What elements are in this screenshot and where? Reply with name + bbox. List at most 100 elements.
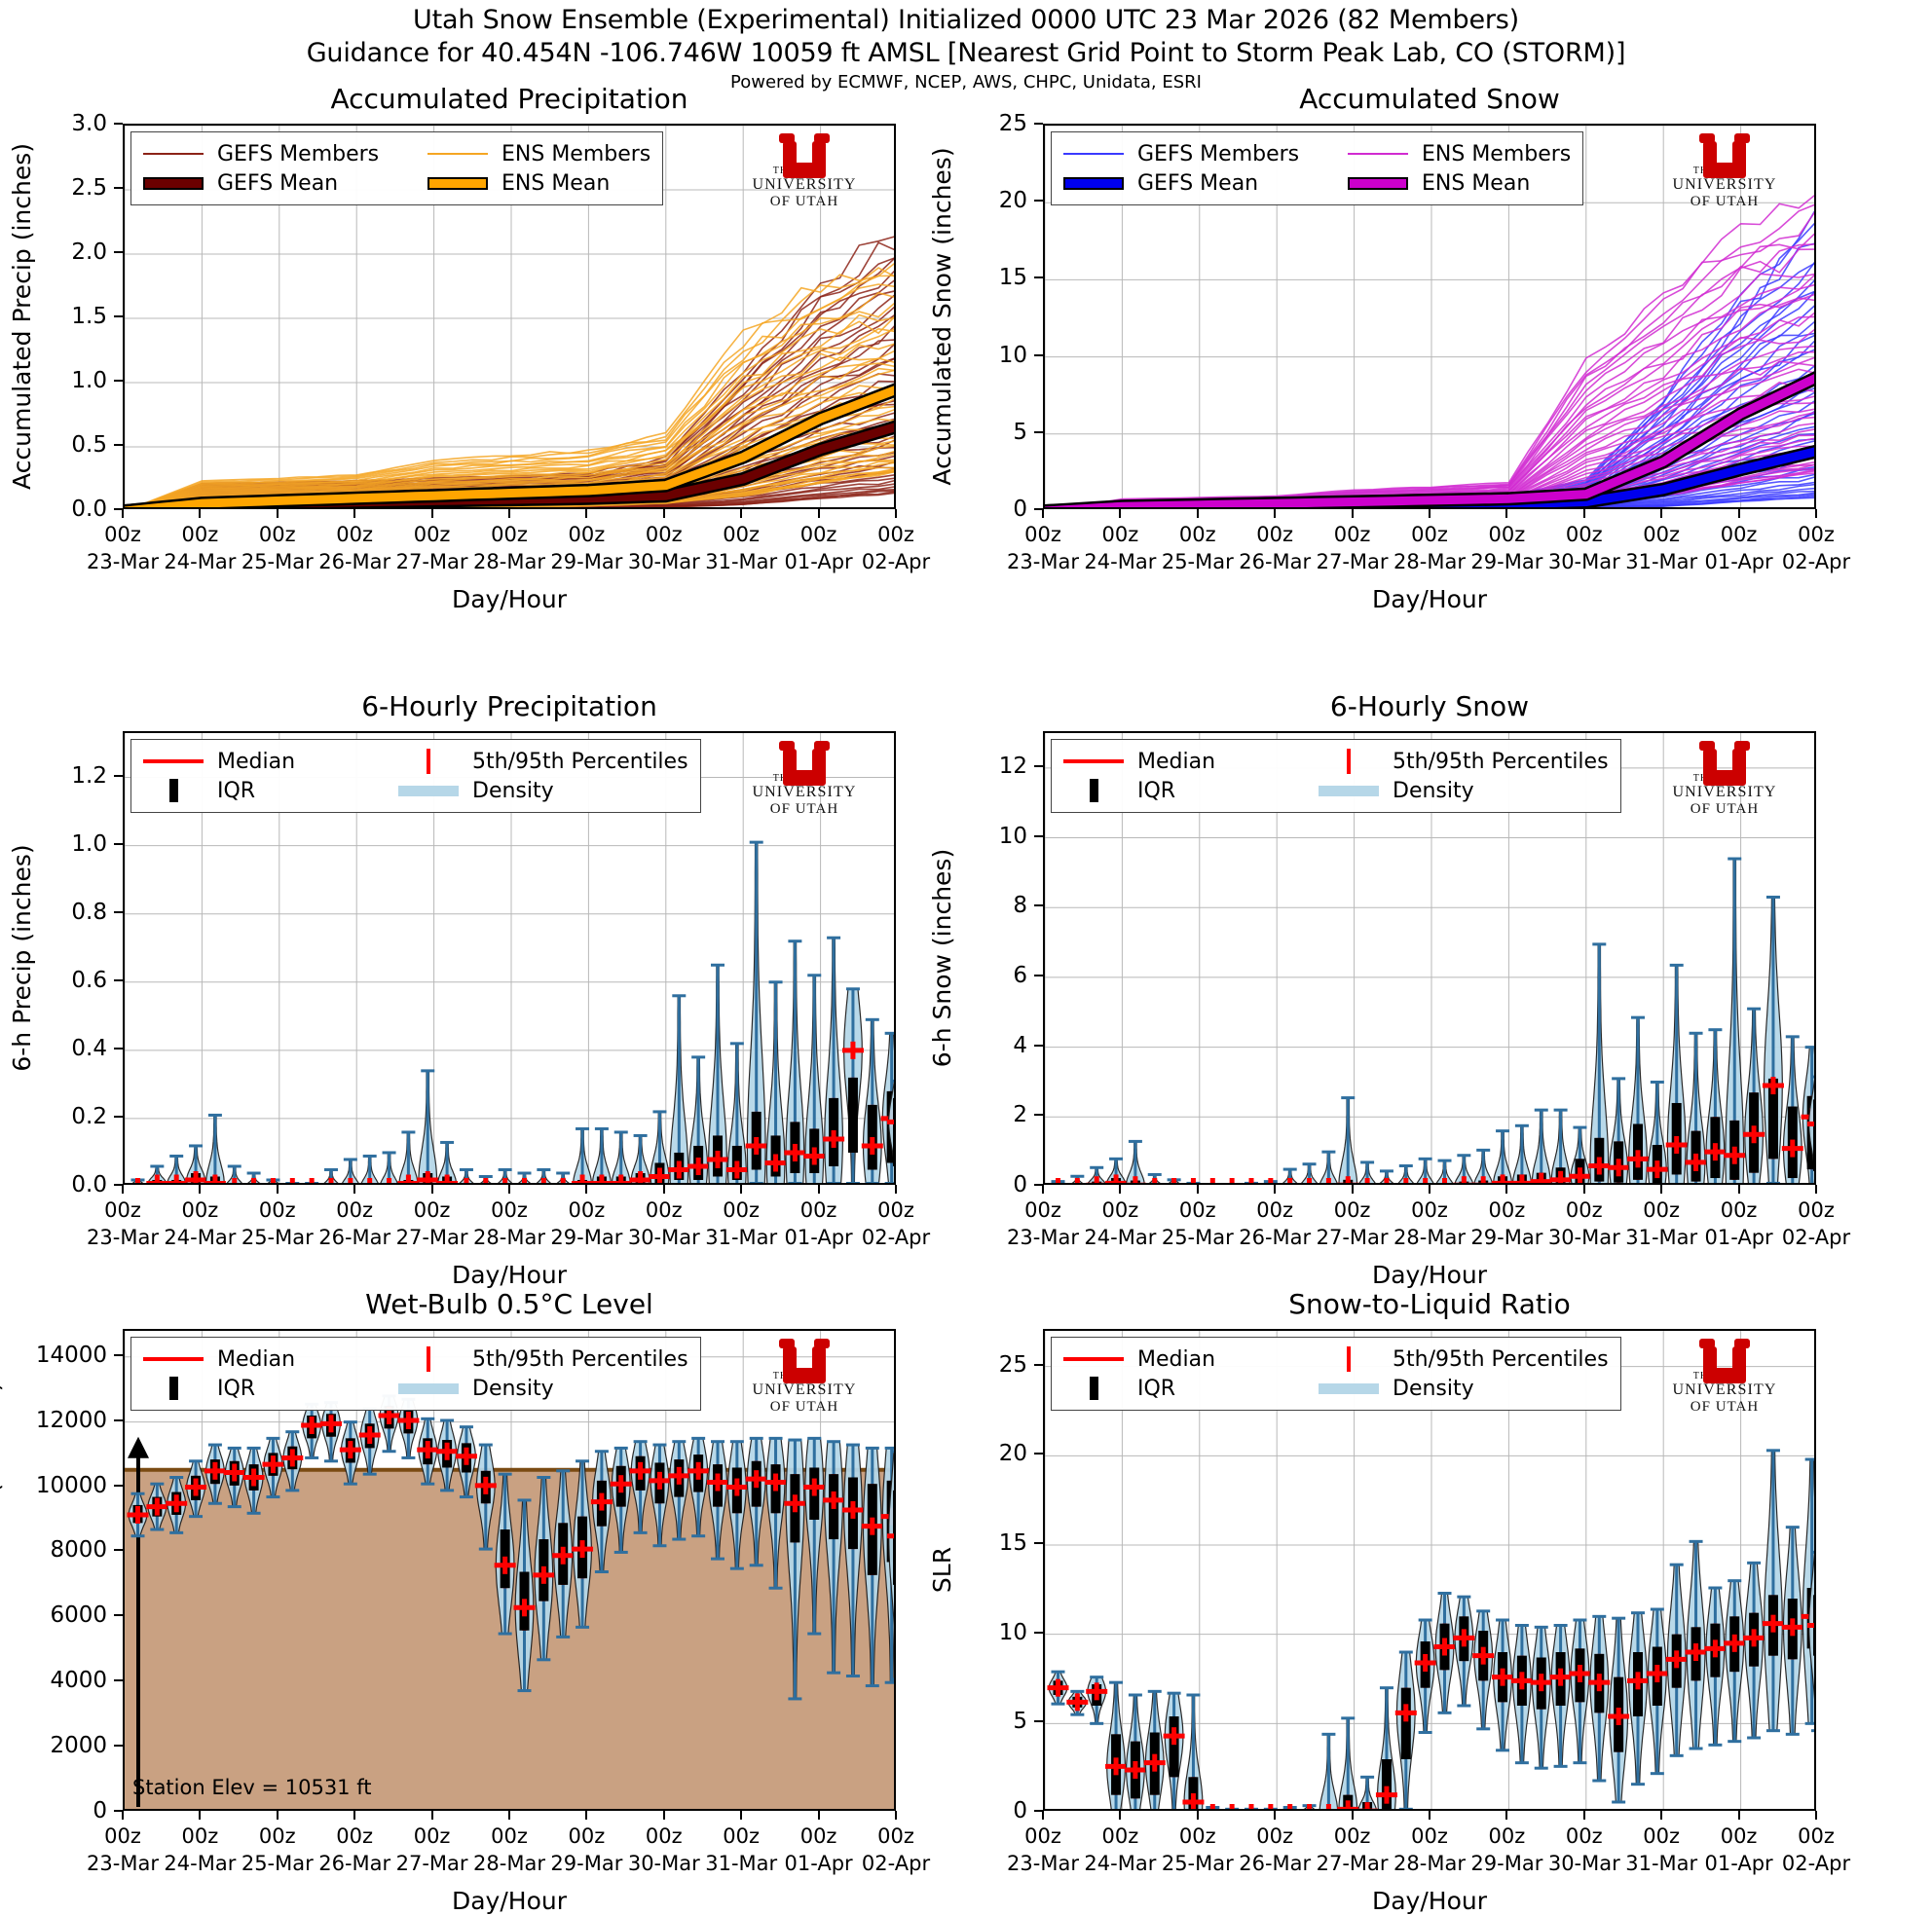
x-axis-tick-label: 00z 24-Mar	[164, 1823, 236, 1877]
y-axis-tick-label: 0	[1013, 497, 1027, 522]
y-axis-label: SLR	[928, 1546, 956, 1594]
x-axis-hour-label: 00z	[1643, 1198, 1681, 1222]
x-axis-date-label: 27-Mar	[395, 1226, 468, 1249]
y-axis-tick-label: 2.5	[71, 175, 107, 201]
x-axis-hour-label: 00z	[258, 523, 296, 546]
x-axis-tick-label: 00z 27-Mar	[396, 521, 468, 575]
x-axis-tick-mark	[276, 1811, 279, 1820]
legend-swatch-icon	[1348, 176, 1408, 190]
block-u-icon	[1699, 1339, 1750, 1383]
x-axis-hour-label: 00z	[1024, 1198, 1061, 1222]
y-axis-tick-label: 15	[998, 1530, 1027, 1556]
x-axis-tick-label: 00z 25-Mar	[242, 1823, 314, 1877]
legend-swatch-icon	[398, 749, 459, 774]
y-axis-tick-label: 1.2	[71, 762, 107, 789]
legend-swatch-icon	[427, 153, 488, 155]
legend-percentiles: 5th/95th Percentiles	[1319, 749, 1609, 774]
x-axis-tick-mark	[430, 509, 433, 518]
legend-label: Density	[1393, 778, 1474, 803]
x-axis-hour-label: 00z	[258, 1198, 296, 1222]
legend-label: Median	[217, 749, 296, 774]
legend-density: Density	[1319, 1377, 1474, 1401]
x-axis-date-label: 25-Mar	[241, 550, 314, 573]
legend-swatch-icon	[143, 759, 204, 763]
y-axis-tick-mark	[114, 1115, 123, 1118]
x-axis-tick-mark	[199, 1185, 202, 1194]
legend-label: IQR	[1137, 1376, 1176, 1401]
y-axis-tick-label: 12000	[35, 1407, 107, 1433]
x-axis-date-label: 26-Mar	[318, 1852, 391, 1875]
y-axis-tick-label: 4	[1013, 1032, 1027, 1058]
logo-line-university: UNIVERSITY	[1672, 1381, 1777, 1398]
x-axis-date-label: 29-Mar	[1470, 1852, 1543, 1875]
x-axis-hour-label: 00z	[413, 1824, 451, 1848]
x-axis-tick-label: 00z 24-Mar	[1084, 1823, 1156, 1877]
panel-title: Accumulated Snow	[1299, 83, 1560, 115]
legend-iqr: IQR	[143, 779, 398, 803]
x-axis-hour-label: 00z	[1798, 1198, 1835, 1222]
x-axis-tick-label: 00z 27-Mar	[1317, 521, 1389, 575]
x-axis-hour-label: 00z	[1798, 523, 1835, 546]
panel-wet-bulb-level: Wet-Bulb 0.5°C Level 0 2000 4000 6000 8000 100…	[0, 1288, 930, 1915]
x-axis-tick-mark	[1119, 509, 1122, 518]
legend-row: IQR Density	[143, 1374, 688, 1403]
x-axis-date-label: 31-Mar	[705, 550, 778, 573]
x-axis-hour-label: 00z	[1101, 523, 1139, 546]
x-axis-date-label: 23-Mar	[1007, 1852, 1079, 1875]
legend-density: Density	[1319, 779, 1474, 803]
x-axis-tick-label: 00z 30-Mar	[1548, 521, 1620, 575]
y-axis-tick-label: 10	[998, 823, 1027, 849]
x-axis-hour-label: 00z	[1720, 1198, 1758, 1222]
x-axis-tick-mark	[508, 1811, 510, 1820]
x-axis-tick-label: 00z 01-Apr	[785, 1197, 853, 1251]
y-axis-tick-label: 25	[998, 111, 1027, 136]
x-axis-tick-mark	[817, 509, 820, 518]
x-axis-tick-mark	[122, 1811, 124, 1820]
legend-label: IQR	[217, 1376, 256, 1401]
x-axis-date-label: 28-Mar	[473, 1226, 545, 1249]
x-axis-hour-label: 00z	[1720, 523, 1758, 546]
x-axis-tick-label: 00z 28-Mar	[1393, 521, 1466, 575]
y-axis-tick-label: 3.0	[71, 111, 107, 136]
legend-swatch-icon	[427, 176, 488, 190]
x-axis-tick-label: 00z 28-Mar	[473, 1197, 545, 1251]
x-axis-hour-label: 00z	[1411, 1198, 1448, 1222]
x-axis-hour-label: 00z	[258, 1824, 296, 1848]
x-axis-date-label: 24-Mar	[1084, 550, 1157, 573]
x-axis-tick-label: 00z 26-Mar	[318, 521, 390, 575]
y-axis-tick-label: 0.5	[71, 432, 107, 458]
y-axis-tick-mark	[114, 251, 123, 253]
y-axis-tick-label: 5	[1013, 1709, 1027, 1735]
x-axis-hour-label: 00z	[1565, 1198, 1603, 1222]
x-axis-tick-label: 00z 31-Mar	[705, 1197, 777, 1251]
x-axis-tick-label: 00z 26-Mar	[1239, 521, 1311, 575]
legend-row: GEFS Mean ENS Mean	[143, 168, 650, 198]
legend-accumulated: GEFS Members ENS Members GEFS Mean ENS Mean	[1051, 131, 1584, 205]
y-axis-tick-mark	[1034, 123, 1043, 125]
legend-label: Median	[1137, 1346, 1216, 1372]
x-axis-tick-mark	[430, 1185, 433, 1194]
legend-gefs-mean: GEFS Mean	[1063, 171, 1348, 196]
x-axis-tick-mark	[895, 1811, 897, 1820]
legend-row: Median 5th/95th Percentiles	[1063, 747, 1609, 776]
x-axis-tick-label: 00z 31-Mar	[705, 1823, 777, 1877]
y-axis-tick-mark	[114, 774, 123, 777]
x-axis-tick-mark	[1660, 509, 1663, 518]
logo-line-university: UNIVERSITY	[752, 176, 857, 193]
x-axis-tick-mark	[740, 1185, 743, 1194]
x-axis-hour-label: 00z	[1256, 1198, 1294, 1222]
legend-median: Median	[143, 1347, 398, 1372]
x-axis-date-label: 01-Apr	[784, 550, 853, 573]
x-axis-hour-label: 00z	[877, 523, 914, 546]
y-axis-tick-label: 0	[1013, 1798, 1027, 1823]
y-axis-tick-label: 15	[998, 265, 1027, 291]
y-axis-tick-mark	[114, 1549, 123, 1552]
x-axis-date-label: 28-Mar	[1393, 1226, 1466, 1249]
panel-title: Wet-Bulb 0.5°C Level	[365, 1288, 653, 1320]
x-axis-date-label: 27-Mar	[1316, 550, 1389, 573]
x-axis-date-label: 24-Mar	[1084, 1226, 1157, 1249]
y-axis-tick-mark	[114, 1047, 123, 1050]
panel-title: Accumulated Precipitation	[330, 83, 688, 115]
legend-label: Density	[1393, 1376, 1474, 1401]
y-axis-tick-mark	[114, 1679, 123, 1682]
